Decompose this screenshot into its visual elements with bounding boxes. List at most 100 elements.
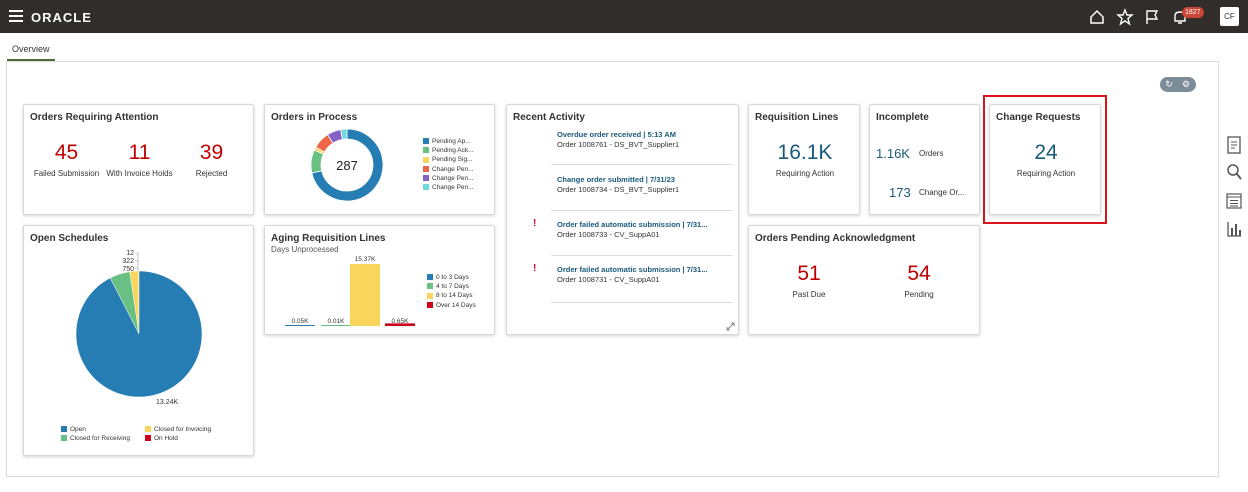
search-icon[interactable] [1225, 162, 1243, 182]
card-title: Change Requests [996, 112, 1081, 123]
card-requisition-lines[interactable]: Requisition Lines 16.1K Requiring Action [748, 104, 860, 215]
card-title: Open Schedules [30, 233, 109, 244]
card-incomplete[interactable]: Incomplete 1.16K Orders 173 Change Or... [869, 104, 980, 215]
expand-icon[interactable] [726, 322, 735, 331]
metric-rejected[interactable]: 39 Rejected [174, 141, 249, 178]
metric-value: 24 [1034, 141, 1058, 164]
notification-badge[interactable]: 1827 [1182, 7, 1204, 18]
legend-swatch [427, 301, 433, 308]
metric-label: Rejected [195, 169, 228, 178]
tab-overview[interactable]: Overview [7, 33, 55, 61]
pie-slice[interactable] [75, 270, 203, 398]
legend-item[interactable]: Open [61, 426, 86, 433]
activity-item[interactable]: Change order submitted | 7/31/23 Order 1… [557, 175, 737, 194]
legend-label: Over 14 Days [436, 301, 476, 309]
divider [551, 164, 733, 165]
metric-value: 51 [797, 262, 821, 285]
activity-subtitle: Order 1008761 - DS_BVT_Supplier1 [557, 140, 680, 149]
legend-item[interactable]: 4 to 7 Days [427, 283, 469, 290]
metric-requisition-lines[interactable]: 16.1K Requiring Action [749, 141, 861, 178]
bar-value-label: 0.05K [292, 318, 310, 325]
legend-item[interactable]: Over 14 Days [427, 302, 476, 309]
legend-item[interactable]: 8 to 14 Days [427, 292, 473, 299]
legend-label: Pending Sig... [432, 156, 473, 164]
card-recent-activity[interactable]: Recent Activity Overdue order received |… [506, 104, 739, 335]
legend-item[interactable]: Closed for Invoicing [145, 426, 211, 433]
legend-swatch [61, 435, 67, 442]
slice-label: 13.24K [156, 399, 179, 406]
incomplete-change-orders-value[interactable]: 173 [889, 185, 911, 200]
donut-slice[interactable] [340, 128, 348, 140]
incomplete-orders-value[interactable]: 1.16K [876, 146, 910, 161]
legend-swatch [145, 426, 151, 433]
legend-label: Change Pen... [432, 184, 474, 191]
metric-pending[interactable]: 54 Pending [879, 262, 959, 299]
aging-bar[interactable] [350, 264, 380, 326]
highlight-box [983, 95, 1107, 224]
card-title: Orders Requiring Attention [30, 112, 159, 123]
activity-subtitle: Order 1008733 - CV_SuppA01 [557, 230, 660, 239]
activity-item[interactable]: Order failed automatic submission | 7/31… [557, 265, 737, 284]
activity-title[interactable]: Overdue order received | 5:13 AM [557, 130, 676, 139]
bar-value-label: 0.65K [392, 318, 410, 325]
brand-logo[interactable]: ORACLE [31, 10, 92, 25]
metric-value: 54 [907, 262, 931, 285]
legend-item[interactable]: Change Pen... [423, 175, 474, 182]
divider [551, 255, 733, 256]
legend-item[interactable]: Pending Ap... [423, 138, 471, 145]
activity-item[interactable]: Order failed automatic submission | 7/31… [557, 220, 737, 239]
legend-swatch [145, 435, 151, 442]
legend-item[interactable]: Change Pen... [423, 184, 474, 191]
metric-invoice-holds[interactable]: 11 With Invoice Holds [102, 141, 177, 178]
metric-failed-submission[interactable]: 45 Failed Submission [29, 141, 104, 178]
card-title: Incomplete [876, 112, 929, 123]
list-icon[interactable] [1225, 191, 1243, 211]
card-open-schedules[interactable]: Open Schedules 12 322 750 13.24K Open Closed… [23, 225, 254, 456]
activity-title[interactable]: Change order submitted | 7/31/23 [557, 175, 675, 184]
activity-title[interactable]: Order failed automatic submission | 7/31… [557, 220, 708, 229]
metric-label: Past Due [792, 290, 826, 299]
metric-value: 39 [199, 141, 224, 164]
card-title: Requisition Lines [755, 112, 839, 123]
star-icon[interactable] [1116, 8, 1134, 26]
activity-title[interactable]: Order failed automatic submission | 7/31… [557, 265, 708, 274]
card-title: Orders in Process [271, 112, 358, 123]
user-avatar[interactable]: CF [1220, 7, 1239, 26]
legend-label: Pending Ack... [432, 147, 474, 155]
legend-item[interactable]: Change Pen... [423, 166, 474, 173]
aging-bar-chart[interactable]: 0.05K 0.01K 15.37K 0.65K [265, 226, 425, 336]
card-orders-in-process[interactable]: Orders in Process 287 Pending Ap... Pendi… [264, 104, 495, 215]
metric-value: 45 [54, 141, 79, 164]
metric-past-due[interactable]: 51 Past Due [769, 262, 849, 299]
donut-slice[interactable] [311, 128, 384, 202]
bar-chart-icon[interactable] [1225, 219, 1243, 239]
flag-icon[interactable] [1143, 8, 1161, 26]
menu-icon[interactable] [9, 10, 23, 22]
card-orders-requiring-attention[interactable]: Orders Requiring Attention 45 Failed Sub… [23, 104, 254, 215]
document-icon[interactable] [1225, 135, 1243, 155]
bar-value-label: 15.37K [355, 256, 376, 263]
card-orders-pending-acknowledgment[interactable]: Orders Pending Acknowledgment 51 Past Du… [748, 225, 980, 335]
activity-subtitle: Order 1008731 - CV_SuppA01 [557, 275, 660, 284]
card-aging-requisition-lines[interactable]: Aging Requisition Lines Days Unprocessed… [264, 225, 495, 335]
legend-label: Change Pen... [432, 165, 474, 173]
legend-item[interactable]: Pending Sig... [423, 156, 472, 163]
legend-item[interactable]: On Hold [145, 435, 178, 442]
legend-item[interactable]: 0 to 3 Days [427, 274, 469, 281]
orders-in-process-donut[interactable] [309, 127, 385, 203]
metric-change-requests[interactable]: 24 Requiring Action [990, 141, 1102, 178]
legend-item[interactable]: Closed for Receiving [61, 435, 130, 442]
aging-bar[interactable] [321, 325, 351, 326]
refresh-controls: ↻ ⚙ [1160, 77, 1196, 92]
aging-bar[interactable] [385, 323, 415, 326]
refresh-icon[interactable]: ↻ [1165, 79, 1173, 89]
legend-item[interactable]: Pending Ack... [423, 147, 474, 154]
home-icon[interactable] [1088, 8, 1106, 26]
card-change-requests[interactable]: Change Requests 24 Requiring Action [989, 104, 1101, 215]
aging-bar[interactable] [285, 325, 315, 326]
legend-swatch [61, 426, 67, 433]
slice-label: 750 [122, 266, 134, 273]
customize-icon[interactable]: ⚙ [1181, 79, 1191, 89]
activity-item[interactable]: Overdue order received | 5:13 AM Order 1… [557, 130, 737, 149]
